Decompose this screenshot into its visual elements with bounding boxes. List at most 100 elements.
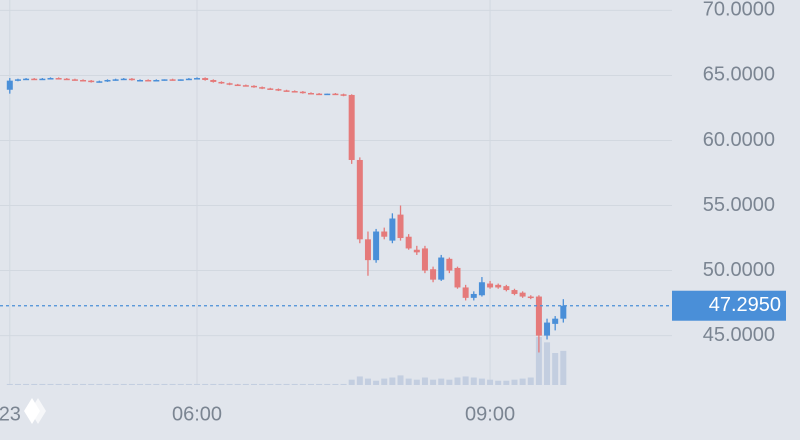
volume-bar [535, 337, 542, 385]
candle-body [153, 79, 160, 82]
volume-bar [169, 383, 176, 385]
candle-body [544, 322, 551, 336]
volume-bar [511, 379, 518, 385]
candle-body [511, 290, 518, 294]
candle-body [503, 286, 510, 291]
candle-body [462, 287, 469, 298]
logo [24, 398, 46, 424]
logo-shape [30, 398, 46, 424]
candle-body [324, 93, 331, 96]
volume-bar [438, 378, 445, 385]
volume-bar [470, 377, 477, 385]
candle-body [96, 81, 103, 83]
candle-body [307, 92, 314, 95]
candle-body [39, 78, 46, 81]
candle-body [112, 79, 119, 81]
candle-body [169, 79, 176, 81]
volume-bar [251, 383, 257, 385]
candle-body [137, 79, 144, 82]
x-tick-label: 23 [0, 403, 21, 425]
volume-bar [161, 383, 168, 385]
volume-bar [185, 383, 192, 385]
volume-bar [397, 375, 404, 385]
volume-bar [299, 383, 306, 385]
volume-bar [145, 383, 152, 385]
y-tick-label: 50.0000 [703, 259, 775, 281]
candle-body [88, 80, 95, 83]
candle-body [430, 269, 437, 280]
candle-body [316, 93, 323, 96]
volume-bar [194, 383, 201, 385]
candle-body [389, 218, 396, 241]
candle-body [161, 79, 168, 81]
volume-bar [80, 383, 87, 385]
volume-bar [6, 383, 13, 385]
volume-bar [519, 378, 526, 385]
candle-body [283, 90, 290, 92]
candle-body [251, 85, 257, 88]
volume-bar [153, 383, 160, 385]
candle-body [470, 293, 477, 298]
candle-body [413, 249, 420, 253]
volume-bar [226, 383, 233, 385]
volume-bar [291, 383, 298, 385]
candle-body [356, 159, 363, 240]
volume-bar [307, 383, 314, 385]
volume-bar [23, 383, 30, 385]
volume-bar [487, 379, 494, 385]
volume-bar [259, 383, 266, 385]
candle-body [397, 214, 404, 239]
x-tick-label: 09:00 [465, 403, 515, 425]
volume-bar [55, 383, 62, 385]
volume-bar [14, 383, 21, 385]
candle-body [145, 79, 152, 82]
candle-body [332, 93, 339, 96]
candle-body [31, 78, 38, 81]
volume-bar [373, 380, 380, 385]
volume-bar [39, 383, 46, 385]
volume-bar [503, 380, 510, 385]
candle-body [446, 258, 453, 271]
candle-body [23, 78, 30, 81]
candle-body [55, 78, 62, 80]
volume-bar [430, 379, 437, 385]
volume-bar [242, 383, 249, 385]
volume-bar [356, 376, 363, 385]
y-tick-label: 65.0000 [703, 64, 775, 86]
volume-bar [137, 383, 144, 385]
volume-bar [104, 383, 111, 385]
volume-bar [283, 383, 290, 385]
candle-body [202, 78, 209, 80]
candle-body [364, 239, 371, 261]
volume-bar [112, 383, 119, 385]
volume-bar [332, 383, 339, 385]
volume-bar [63, 383, 70, 385]
volume-bar [348, 379, 355, 385]
volume-bar [462, 376, 469, 385]
volume-bar [495, 380, 502, 385]
volume-bar [218, 383, 225, 385]
volume-bar [128, 383, 135, 385]
candle-body [194, 78, 201, 80]
price-label: 47.2950 [709, 294, 781, 316]
candle-body [527, 296, 534, 299]
volume-bar [316, 383, 323, 385]
candle-body [519, 292, 526, 297]
candle-body [259, 87, 266, 89]
candle-body [348, 94, 355, 160]
candle-body [128, 78, 135, 81]
candle-body [495, 284, 502, 288]
volume-bar [234, 383, 241, 385]
candle-body [381, 231, 388, 237]
volume-bar [88, 383, 95, 385]
volume-bar [120, 383, 127, 385]
candle-body [226, 83, 233, 85]
volume-bar [389, 377, 396, 385]
volume-bar [340, 383, 347, 385]
candle-body [218, 81, 225, 84]
candle-body [210, 79, 217, 82]
candle-body [47, 78, 54, 80]
candle-body [267, 88, 274, 90]
candle-body [487, 283, 494, 288]
y-tick-label: 45.0000 [703, 324, 775, 346]
